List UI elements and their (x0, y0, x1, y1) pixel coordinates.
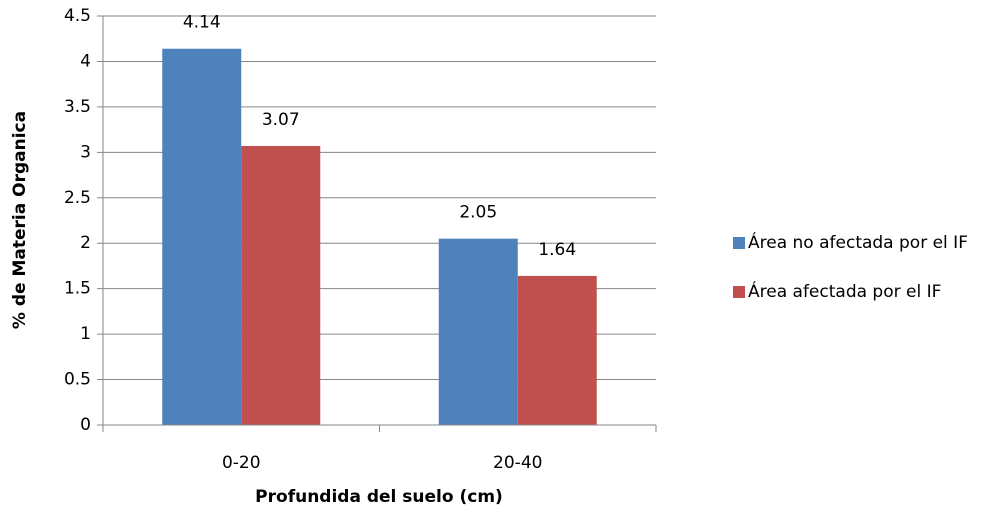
y-tick-label: 0.5 (64, 370, 91, 390)
data-label: 3.07 (262, 110, 300, 130)
y-tick-label: 3.5 (64, 97, 91, 117)
y-tick-label: 4.5 (64, 6, 91, 26)
legend-swatch (733, 286, 745, 298)
y-axis-label: % de Materia Organica (10, 111, 30, 329)
legend-label: Área no afectada por el IF (748, 231, 968, 253)
y-tick-label: 0 (80, 415, 91, 435)
y-tick-label: 4 (80, 51, 91, 71)
legend-swatch (733, 237, 745, 249)
y-tick-label: 1 (80, 324, 91, 344)
y-tick-label: 3 (80, 142, 91, 162)
data-label: 4.14 (183, 13, 221, 33)
bar (241, 145, 321, 425)
bar (162, 48, 242, 425)
y-tick-label: 1.5 (64, 279, 91, 299)
legend-label: Área afectada por el IF (748, 280, 941, 302)
bar (517, 275, 597, 425)
x-axis-label: Profundida del suelo (cm) (255, 487, 503, 507)
data-label: 1.64 (538, 240, 576, 260)
x-tick-label: 20-40 (493, 453, 542, 473)
data-label: 2.05 (459, 203, 497, 223)
bar (438, 238, 518, 425)
y-tick-label: 2 (80, 233, 91, 253)
y-tick-label: 2.5 (64, 188, 91, 208)
x-tick-label: 0-20 (222, 453, 261, 473)
